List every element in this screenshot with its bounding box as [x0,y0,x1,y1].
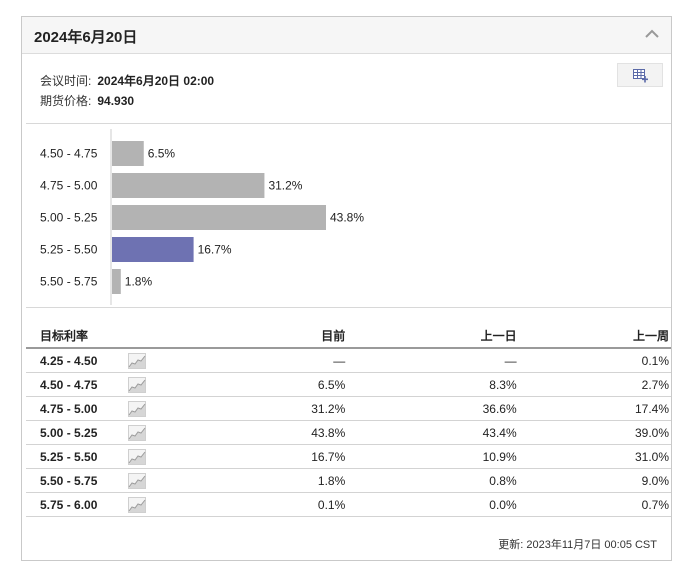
rate-range-cell: 5.75 - 6.00 [26,492,129,517]
divider [26,307,671,308]
probability-bar-chart: 4.50 - 4.75 6.5% 4.75 - 5.00 31.2% 5.00 - 5.… [40,129,364,305]
sparkline-cell [128,372,165,397]
probability-bar[interactable] [112,141,144,166]
table-row: 4.25 - 4.50— —0.1% [26,348,671,373]
rate-range-cell: 5.00 - 5.25 [26,420,129,445]
bar-value-label: 1.8% [125,275,153,289]
panel-title: 2024年6月20日 [34,29,138,46]
prev-week-prob-cell: 31.0% [518,444,671,469]
prev-day-prob-cell: 36.6% [347,396,519,421]
current-prob-cell: 43.8% [164,420,348,445]
table-row: 5.25 - 5.50 16.7% 10.9% 31.0% [26,444,671,469]
sparkline-cell [128,468,165,493]
meeting-info: 会议时间: 2024年6月20日 02:00 期货价格: 94.930 [40,71,214,111]
sparkline-chart-icon[interactable] [128,400,147,417]
bar-value-label: 43.8% [330,211,364,225]
panel-header: 2024年6月20日 [22,17,671,54]
table-header-row: 目标利率 目前 上一日 上一周 [26,323,671,349]
futures-price-label: 期货价格: [40,94,92,108]
probability-bar[interactable] [112,269,121,294]
sparkline-chart-icon[interactable] [128,472,147,489]
sparkline-cell [128,396,165,421]
bar-value-label: 16.7% [198,243,232,257]
sparkline-chart-icon[interactable] [128,448,147,465]
rate-range-cell: 4.50 - 4.75 [26,372,129,397]
current-prob-cell: 1.8% [164,468,348,493]
table-row: 4.75 - 5.00 31.2% 36.6% 17.4% [26,396,671,421]
last-updated: 更新: 2023年11月7日 00:05 CST [498,539,657,551]
table-row: 5.00 - 5.25 43.8% 43.4% 39.0% [26,420,671,445]
current-prob-cell: — [164,348,348,373]
prev-day-prob-cell: 8.3% [347,372,519,397]
prev-day-prob-cell: 0.8% [347,468,519,493]
sparkline-cell [128,348,165,373]
export-table-button[interactable] [617,63,663,87]
prev-day-prob-cell: 0.0% [347,492,519,517]
sparkline-chart-icon[interactable] [128,352,147,369]
prev-week-prob-cell: 0.1% [518,348,671,373]
probability-bar[interactable] [112,205,326,230]
bar-value-label: 6.5% [148,147,176,161]
futures-price-value: 94.930 [97,94,135,108]
current-prob-cell: 31.2% [164,396,348,421]
sparkline-chart-icon[interactable] [128,496,147,513]
category-label: 5.50 - 5.75 [40,275,98,289]
category-label: 5.25 - 5.50 [40,243,98,257]
probability-bar[interactable] [112,237,194,262]
header-prev-day: 上一日 [347,323,519,349]
table-row: 5.75 - 6.00 0.1% 0.0% 0.7% [26,492,671,517]
sparkline-cell [128,492,165,517]
table-row: 4.50 - 4.75 6.5% 8.3% 2.7% [26,372,671,397]
divider [26,123,671,124]
table-row: 5.50 - 5.75 1.8% 0.8% 9.0% [26,468,671,493]
sparkline-chart-icon[interactable] [128,424,147,441]
rate-range-cell: 4.75 - 5.00 [26,396,129,421]
category-label: 4.75 - 5.00 [40,179,98,193]
sparkline-cell [128,420,165,445]
probability-table-wrap: 目标利率 目前 上一日 上一周 4.25 - 4.50— —0.1% 4.50 - … [26,323,671,517]
prev-day-prob-cell: — [347,348,519,373]
prev-week-prob-cell: 9.0% [518,468,671,493]
meeting-time-value: 2024年6月20日 02:00 [97,74,215,88]
prev-day-prob-cell: 10.9% [347,444,519,469]
prev-day-prob-cell: 43.4% [347,420,519,445]
sparkline-cell [128,444,165,469]
prev-week-prob-cell: 17.4% [518,396,671,421]
prev-week-prob-cell: 0.7% [518,492,671,517]
rate-range-cell: 4.25 - 4.50 [26,348,129,373]
rate-range-cell: 5.50 - 5.75 [26,468,129,493]
current-prob-cell: 6.5% [164,372,348,397]
chevron-up-icon[interactable] [643,25,661,43]
rate-range-cell: 5.25 - 5.50 [26,444,129,469]
category-label: 4.50 - 4.75 [40,147,98,161]
sparkline-chart-icon[interactable] [128,376,147,393]
current-prob-cell: 16.7% [164,444,348,469]
current-prob-cell: 0.1% [164,492,348,517]
prev-week-prob-cell: 2.7% [518,372,671,397]
meeting-time-label: 会议时间: [40,74,92,88]
probability-panel: 2024年6月20日 会议时间: 2024年6月20日 02:00 期货价格: 94… [21,16,672,561]
bar-value-label: 31.2% [268,179,302,193]
category-label: 5.00 - 5.25 [40,211,98,225]
header-prev-week: 上一周 [518,323,671,349]
table-export-icon [633,69,648,83]
probability-bar[interactable] [112,173,265,198]
prev-week-prob-cell: 39.0% [518,420,671,445]
header-current: 目前 [164,323,348,349]
header-target-rate: 目标利率 [26,323,165,349]
probability-table: 目标利率 目前 上一日 上一周 4.25 - 4.50— —0.1% 4.50 - … [26,323,671,517]
